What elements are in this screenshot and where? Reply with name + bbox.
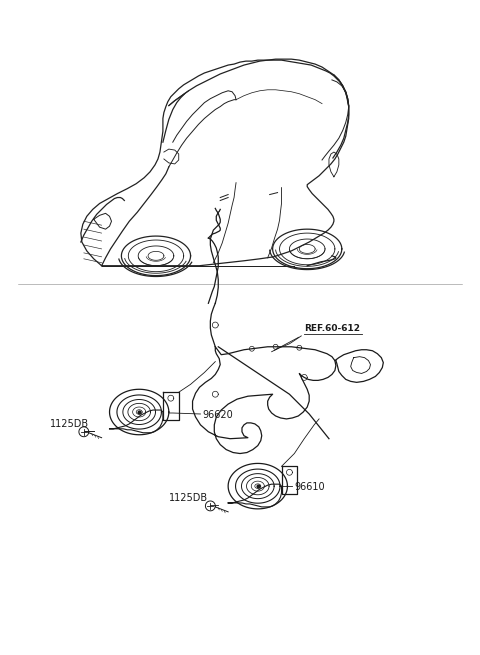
Text: 96620: 96620 [203, 410, 233, 420]
Text: 96610: 96610 [294, 482, 325, 492]
Text: 1125DB: 1125DB [50, 419, 89, 429]
Text: 1125DB: 1125DB [169, 493, 208, 503]
Text: REF.60-612: REF.60-612 [304, 324, 360, 333]
